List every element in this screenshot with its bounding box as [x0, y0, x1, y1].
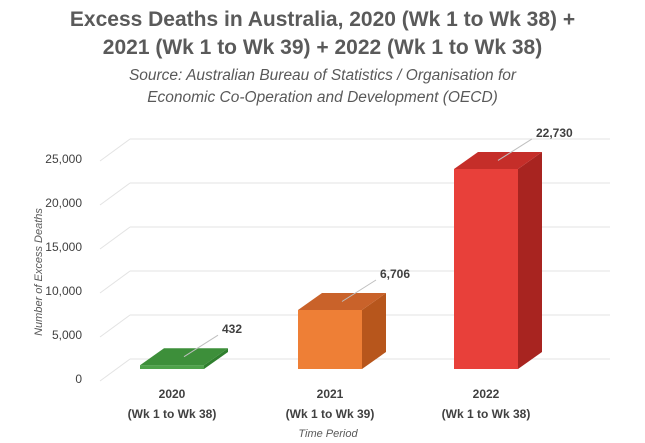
bars: 432 6,706 22,730 — [140, 126, 573, 369]
x-axis-label: Time Period — [298, 428, 358, 440]
y-axis-label: Number of Excess Deaths — [33, 208, 45, 336]
bar-side — [362, 292, 386, 369]
y-tick-label: 20,000 — [45, 196, 82, 210]
bar-side — [204, 348, 228, 369]
data-label: 22,730 — [536, 126, 573, 140]
x-category-period: (Wk 1 to Wk 39) — [286, 407, 375, 421]
x-axis-categories: 2020 (Wk 1 to Wk 38) 2021 (Wk 1 to Wk 39) 20… — [128, 387, 531, 421]
x-category-period: (Wk 1 to Wk 38) — [128, 407, 217, 421]
gridline-diagonal — [99, 358, 131, 382]
x-category-period: (Wk 1 to Wk 38) — [442, 407, 531, 421]
gridline-diagonal — [99, 270, 131, 294]
bar-front — [140, 365, 204, 369]
gridline-diagonal — [99, 314, 131, 338]
x-category-year: 2020 — [159, 387, 186, 401]
chart-subtitle-line-1: Source: Australian Bureau of Statistics … — [128, 67, 517, 84]
chart-title-line-2: 2021 (Wk 1 to Wk 39) + 2022 (Wk 1 to Wk … — [102, 36, 543, 59]
y-tick-label: 15,000 — [45, 240, 82, 254]
gridline-diagonal — [99, 182, 131, 206]
gridline-diagonal — [99, 226, 131, 250]
gridline-diagonal — [99, 138, 131, 162]
bar: 6,706 — [298, 267, 410, 369]
y-tick-label: 0 — [75, 372, 82, 386]
data-label-leader — [497, 138, 533, 161]
bar: 22,730 — [454, 126, 573, 369]
y-tick-label: 5,000 — [52, 328, 82, 342]
bar-front — [298, 309, 362, 369]
bar-side — [518, 151, 542, 369]
bar-front — [454, 168, 518, 369]
x-category-year: 2022 — [473, 387, 500, 401]
y-tick-label: 10,000 — [45, 284, 82, 298]
data-label: 6,706 — [380, 267, 410, 281]
chart-title-line-1: Excess Deaths in Australia, 2020 (Wk 1 t… — [69, 8, 576, 31]
bar: 432 — [140, 322, 242, 369]
chart-subtitle-line-2: Economic Co-Operation and Development (O… — [147, 89, 498, 106]
y-tick-label: 25,000 — [45, 152, 82, 166]
x-category-year: 2021 — [317, 387, 344, 401]
y-axis-ticks: 0 5,000 10,000 15,000 20,000 25,000 — [45, 152, 82, 386]
data-label-leader — [341, 279, 377, 302]
data-label: 432 — [222, 322, 242, 336]
data-label-leader — [183, 334, 219, 358]
